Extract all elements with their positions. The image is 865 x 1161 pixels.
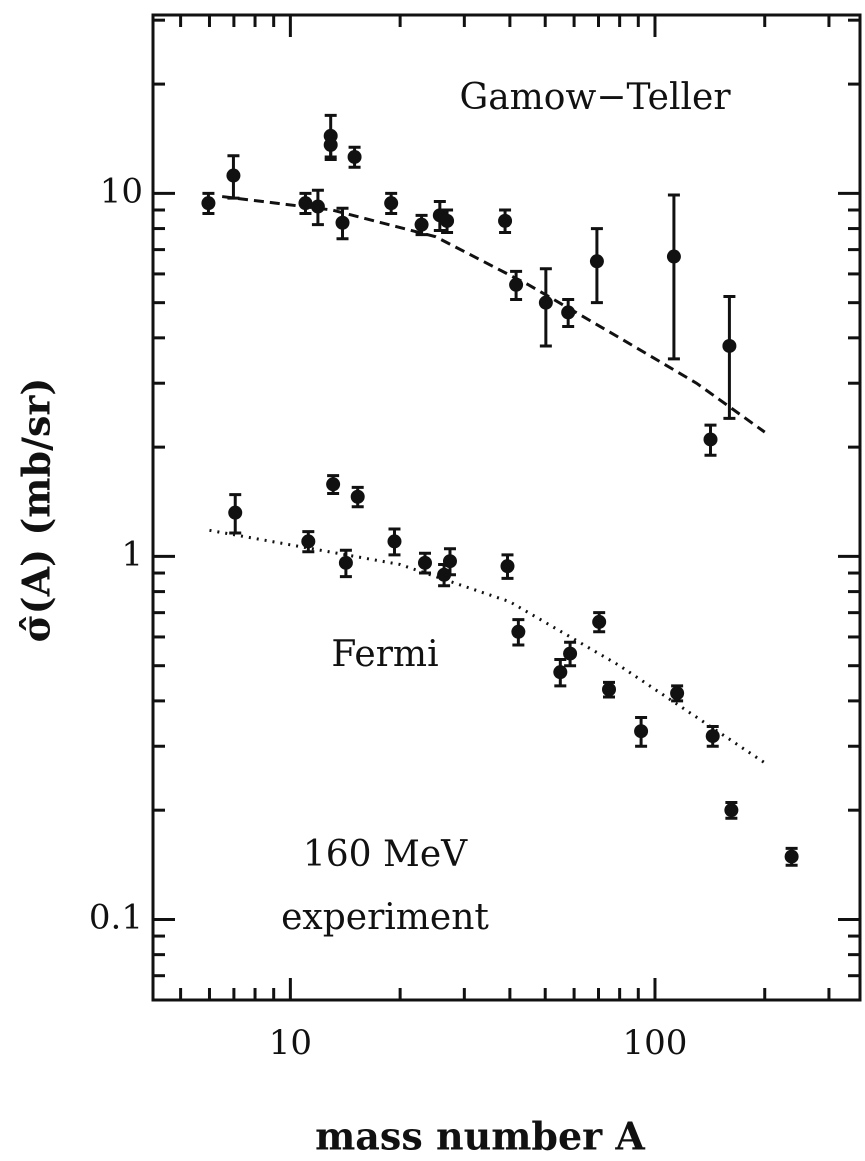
data-point	[703, 432, 718, 447]
data-point	[722, 338, 737, 353]
data-point	[563, 646, 578, 661]
data-point	[511, 624, 526, 639]
data-point	[538, 295, 553, 310]
data-point	[298, 196, 313, 211]
data-point	[724, 803, 739, 818]
series-label: Gamow−Teller	[459, 77, 731, 118]
data-point	[347, 149, 362, 164]
data-point	[509, 277, 524, 292]
data-point	[442, 554, 457, 569]
y-tick-label: 10	[100, 171, 143, 211]
data-point	[414, 217, 429, 232]
annotation: experiment	[281, 897, 489, 938]
annotation: 160 MeV	[303, 834, 468, 875]
data-point	[226, 168, 241, 183]
plot-frame	[151, 13, 862, 1002]
data-point	[301, 534, 316, 549]
series-label: Fermi	[331, 634, 438, 675]
data-point	[310, 199, 325, 214]
data-point	[500, 559, 515, 574]
data-point	[387, 534, 402, 549]
data-point	[440, 213, 455, 228]
data-point	[602, 682, 617, 697]
data-point	[417, 555, 432, 570]
data-point	[634, 724, 649, 739]
x-tick-label: 100	[623, 1023, 688, 1063]
data-point	[201, 196, 216, 211]
data-point	[384, 196, 399, 211]
data-point	[784, 849, 799, 864]
data-point	[335, 215, 350, 230]
data-point	[589, 254, 604, 269]
y-tick-label: 0.1	[89, 897, 143, 937]
data-point	[350, 489, 365, 504]
error-bar	[723, 294, 736, 420]
data-point	[498, 213, 513, 228]
data-point	[670, 686, 685, 701]
x-axis-title: mass number A	[315, 1114, 645, 1159]
y-tick-label: 1	[121, 534, 143, 574]
y-axis-title: σ̂(A) (mb/sr)	[14, 378, 59, 643]
data-point	[553, 665, 568, 680]
data-point	[326, 477, 341, 492]
fit-line	[221, 195, 766, 434]
error-bar	[667, 193, 680, 361]
data-point	[592, 614, 607, 629]
data-point	[228, 505, 243, 520]
data-point	[561, 305, 576, 320]
fit-line	[209, 528, 766, 765]
data-point	[666, 249, 681, 264]
data-point	[705, 729, 720, 744]
x-tick-label: 10	[269, 1023, 312, 1063]
data-point	[338, 555, 353, 570]
data-point	[323, 137, 338, 152]
